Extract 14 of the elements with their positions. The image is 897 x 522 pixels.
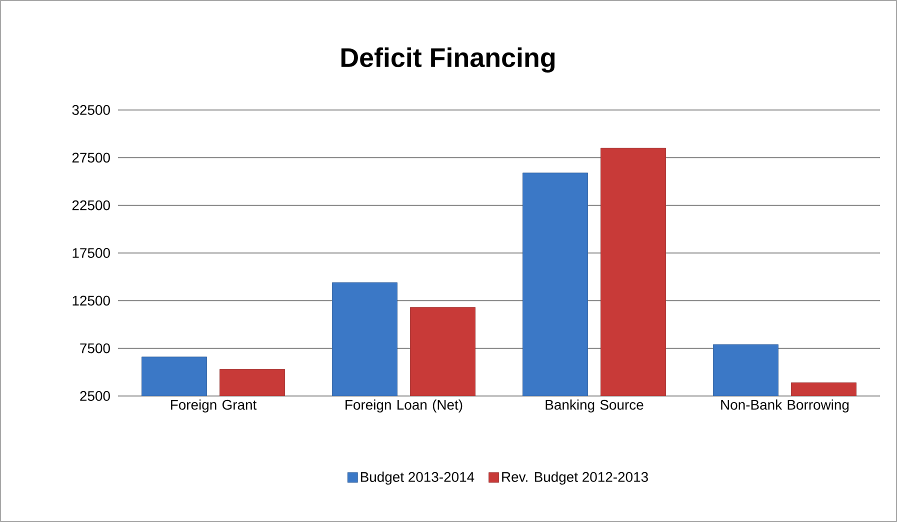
legend-label: Budget 2013-2014 <box>360 472 474 485</box>
x-tick-label: Foreign Grant <box>170 400 257 413</box>
legend-label: Rev. Budget 2012-2013 <box>502 472 648 485</box>
x-tick-label: Banking Source <box>546 400 644 413</box>
x-tick-label: Non-Bank Borrowing <box>721 400 849 413</box>
y-tick-label: 17500 <box>72 248 110 258</box>
y-tick-label: 2500 <box>80 391 110 401</box>
y-tick-label: 12500 <box>72 296 110 306</box>
x-tick-label: Foreign Loan (Net) <box>346 400 462 413</box>
chart-title: Deficit Financing <box>341 47 555 73</box>
y-tick-label: 32500 <box>72 105 110 115</box>
y-tick-label: 27500 <box>72 152 110 163</box>
y-tick-label: 7500 <box>80 343 110 354</box>
y-tick-label: 22500 <box>72 200 110 210</box>
